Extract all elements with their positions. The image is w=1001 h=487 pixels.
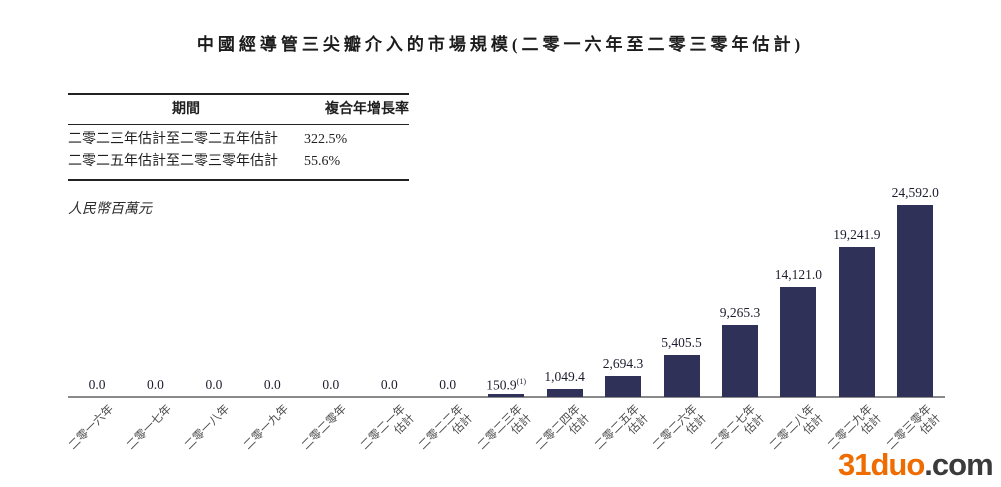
bar-value-label: 1,049.4: [544, 369, 585, 384]
bar: [838, 247, 875, 397]
x-tick-label: 二零二八年 估計: [767, 403, 827, 453]
bar-value-label: 0.0: [439, 377, 457, 392]
x-axis-line: [68, 396, 945, 398]
bar-value-label: 0.0: [88, 377, 106, 392]
cagr-cell: 322.5%: [304, 132, 348, 147]
y-axis-unit-label: 人民幣百萬元: [68, 202, 152, 217]
x-tick-label: 二零一七年: [124, 403, 174, 453]
bar: [780, 287, 817, 397]
bar-value-label: 14,121.0: [774, 267, 823, 282]
bar-value-label: 5,405.5: [661, 335, 702, 350]
x-tick-label: 二零二三年 估計: [475, 403, 534, 453]
bar-value-label: 19,241.9: [833, 227, 881, 242]
bar: [605, 376, 642, 397]
x-tick-label: 二零二四年 估計: [533, 403, 593, 453]
cagr-table: 期間 複合年增長率 二零二三年估計至二零二五年估計 322.5% 二零二五年估計…: [68, 93, 409, 181]
footnote-marker: (1): [516, 377, 526, 386]
watermark-suffix: .com: [924, 447, 993, 482]
table-row: 二零二三年估計至二零二五年估計 322.5%: [68, 129, 409, 151]
x-tick-label: 二零一九年: [241, 403, 291, 453]
x-tick-label: 二零二七年 估計: [709, 403, 768, 453]
bar-value-label: 2,694.3: [602, 356, 644, 371]
bar: [546, 389, 583, 397]
bar-value-label: 24,592.0: [891, 185, 939, 200]
cagr-cell: 55.6%: [304, 154, 341, 169]
bar-value-label: 0.0: [380, 377, 398, 392]
period-cell: 二零二五年估計至二零三零年估計: [68, 154, 278, 169]
x-tick-label: 二零二零年: [300, 403, 350, 453]
period-cell: 二零二三年估計至二零二五年估計: [68, 132, 278, 147]
bar-value-label: 0.0: [205, 377, 223, 392]
table-header-period: 期間: [172, 102, 200, 117]
bar-value-label: 150.9(1): [486, 377, 526, 393]
x-tick-label: 二零二一年 估計: [358, 403, 417, 453]
watermark-logo: 31duo.com: [838, 447, 994, 483]
table-header-cagr: 複合年增長率: [325, 102, 409, 117]
bar-value-label: 0.0: [322, 377, 340, 392]
cagr-table-body: 二零二三年估計至二零二五年估計 322.5% 二零二五年估計至二零三零年估計 5…: [68, 125, 409, 179]
watermark-brand: 31duo: [838, 447, 925, 482]
chart-title: 中國經導管三尖瓣介入的市場規模(二零一六年至二零三零年估計): [196, 35, 805, 54]
bar: [721, 325, 758, 397]
bar: [488, 394, 525, 397]
cagr-table-header-row: 期間 複合年增長率: [68, 95, 409, 125]
bar-value-label: 0.0: [147, 377, 164, 392]
x-tick-label: 二零一六年: [66, 403, 116, 453]
x-tick-label: 二零二六年 估計: [650, 403, 710, 453]
x-tick-label: 二零二五年 估計: [592, 403, 651, 453]
x-tick-label: 二零一八年: [183, 403, 233, 453]
table-row: 二零二五年估計至二零三零年估計 55.6%: [68, 151, 409, 173]
bar-value-label: 9,265.3: [719, 305, 761, 320]
bar: [897, 205, 934, 397]
bar: [663, 355, 700, 397]
bar-value-label: 0.0: [263, 377, 281, 392]
x-tick-label: 二零二二年 估計: [417, 403, 476, 453]
